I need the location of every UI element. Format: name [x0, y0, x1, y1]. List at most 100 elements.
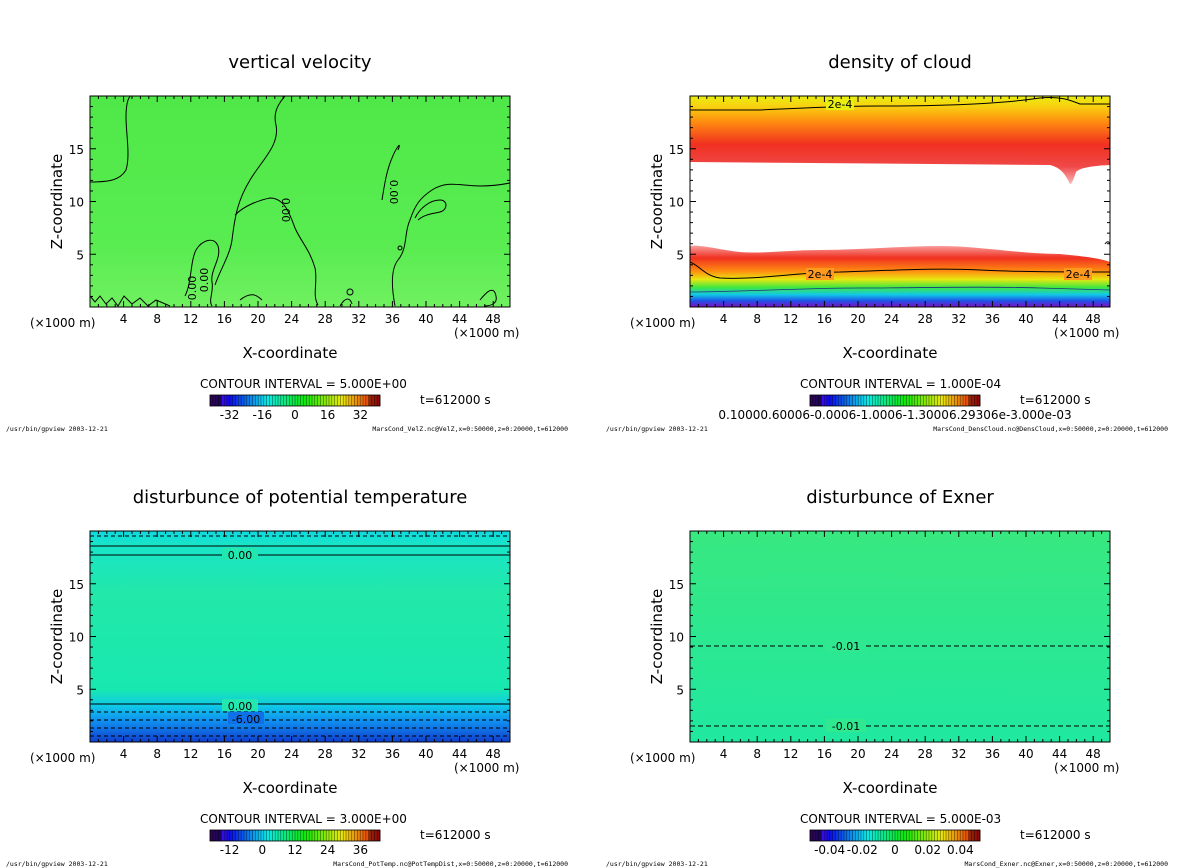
colorbar-segment: [312, 395, 316, 406]
x-unit-left: (×1000 m): [30, 751, 95, 765]
colorbar-segment: [926, 830, 930, 841]
x-tick-label: 48: [1086, 747, 1101, 761]
colorbar-segment: [858, 830, 862, 841]
colorbar-segment: [957, 395, 961, 406]
colorbar-segment: [238, 395, 242, 406]
x-unit-right: (×1000 m): [1054, 326, 1119, 340]
colorbar-segment: [326, 830, 330, 841]
colorbar-segment: [363, 395, 367, 406]
contour-label: -0.01: [832, 640, 860, 653]
colorbar-segment: [892, 830, 896, 841]
colorbar-segment: [838, 395, 842, 406]
colorbar-segment: [320, 395, 324, 406]
y-tick-label: 10: [69, 631, 84, 645]
colorbar-segment: [957, 830, 961, 841]
colorbar-segment: [224, 395, 228, 406]
x-unit-right: (×1000 m): [454, 761, 519, 775]
y-tick-label: 5: [76, 248, 84, 262]
time-text: t=612000 s: [1020, 393, 1091, 407]
colorbar-segment: [320, 830, 324, 841]
colorbar-segment: [263, 395, 267, 406]
colorbar-segment: [954, 395, 958, 406]
colorbar-segment: [946, 830, 950, 841]
colorbar-segment: [929, 395, 933, 406]
time-text: t=612000 s: [1020, 828, 1091, 842]
colorbar-segment: [903, 830, 907, 841]
x-tick-label: 20: [850, 312, 865, 326]
x-tick-label: 36: [985, 312, 1000, 326]
x-tick-label: 4: [120, 312, 128, 326]
colorbar-segment: [852, 395, 856, 406]
colorbar-segment: [323, 830, 327, 841]
colorbar-segment: [869, 830, 873, 841]
colorbar-segment: [829, 395, 833, 406]
x-tick-label: 8: [153, 747, 161, 761]
colorbar-segment: [897, 395, 901, 406]
footer-left: /usr/bin/gpview 2003-12-21: [606, 860, 708, 868]
colorbar-segment: [249, 395, 253, 406]
x-tick-label: 36: [985, 747, 1000, 761]
contour-label: 2e-4: [828, 98, 853, 111]
colorbar-segment: [812, 830, 816, 841]
colorbar-segment: [252, 395, 256, 406]
colorbar-segment: [818, 395, 822, 406]
colorbar-segment: [866, 395, 870, 406]
colorbar-segment: [246, 395, 250, 406]
chart-panel-3: disturbunce of potential temperature 0.00…: [6, 487, 568, 868]
colorbar-segment: [920, 395, 924, 406]
colorbar-segment: [306, 830, 310, 841]
colorbar-tick-label: -16: [253, 408, 273, 422]
colorbar-segment: [235, 830, 239, 841]
colorbar-segment: [835, 395, 839, 406]
colorbar-segment: [244, 395, 248, 406]
colorbar-segment: [852, 830, 856, 841]
time-text: t=612000 s: [420, 828, 491, 842]
colorbar-segment: [244, 830, 248, 841]
colorbar-segment: [351, 830, 355, 841]
colorbar-segment: [863, 830, 867, 841]
colorbar-tick-label: 32: [353, 408, 368, 422]
colorbar-segment: [886, 830, 890, 841]
x-tick-label: 40: [1018, 747, 1033, 761]
colorbar-frame: [809, 394, 981, 407]
x-unit-right: (×1000 m): [454, 326, 519, 340]
colorbar-segment: [363, 830, 367, 841]
colorbar-segment: [838, 830, 842, 841]
colorbar-segment: [227, 395, 231, 406]
colorbar-tick-label: 0: [291, 408, 299, 422]
colorbar-segment: [880, 395, 884, 406]
colorbar-tick-label: 0: [891, 843, 899, 857]
colorbar-segment: [215, 395, 219, 406]
colorbar-segment: [948, 830, 952, 841]
colorbar-segment: [246, 830, 250, 841]
colorbar-segment: [323, 395, 327, 406]
colorbar-segment: [354, 395, 358, 406]
x-tick-label: 24: [884, 747, 899, 761]
x-tick-label: 48: [486, 747, 501, 761]
x-tick-label: 40: [418, 312, 433, 326]
colorbar-segment: [883, 395, 887, 406]
x-tick-label: 12: [183, 312, 198, 326]
colorbar-segment: [314, 395, 318, 406]
colorbar-segment: [846, 395, 850, 406]
colorbar-segment: [821, 830, 825, 841]
colorbar-segment: [866, 830, 870, 841]
y-axis-label: Z-coordinate: [48, 589, 66, 684]
x-tick-label: 44: [452, 747, 467, 761]
contour-label: -0.01: [832, 720, 860, 733]
colorbar: -0.04 -0.02 0 0.02 0.04: [809, 829, 981, 857]
colorbar-frame: [809, 829, 981, 842]
chart-title: disturbunce of potential temperature: [133, 487, 468, 508]
x-tick-label: 24: [284, 747, 299, 761]
colorbar-segment: [872, 830, 876, 841]
colorbar-tick-label: -0.02: [847, 843, 878, 857]
x-unit-left: (×1000 m): [630, 316, 695, 330]
colorbar-segment: [931, 395, 935, 406]
colorbar-segment: [357, 830, 361, 841]
colorbar-segment: [968, 830, 972, 841]
x-tick-label: 12: [783, 747, 798, 761]
colorbar-frame: [209, 829, 381, 842]
colorbar-segment: [224, 830, 228, 841]
colorbar-segment: [374, 830, 378, 841]
colorbar-segment: [835, 830, 839, 841]
